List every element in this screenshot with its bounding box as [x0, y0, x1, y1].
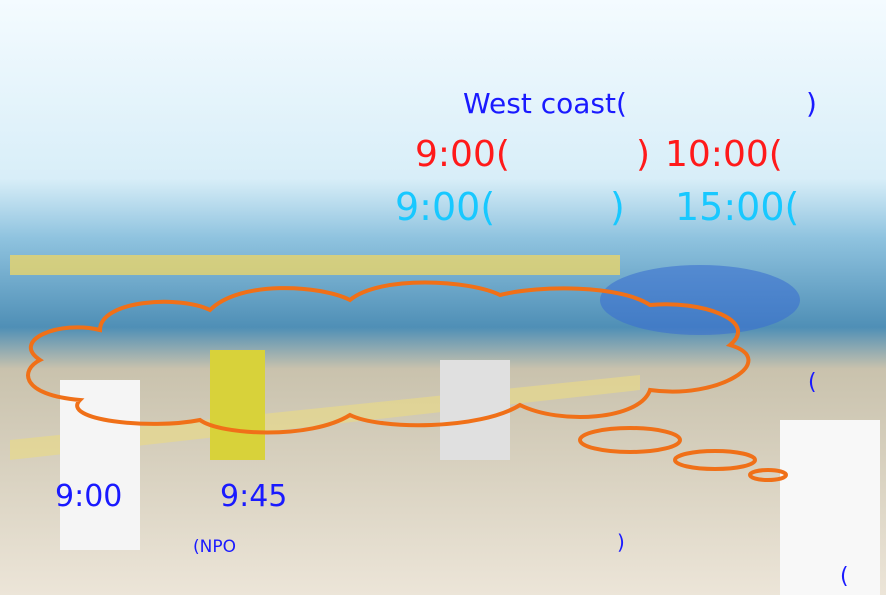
time-text: 9:00 [55, 482, 122, 512]
schedule-text: 9:00( [395, 188, 495, 226]
label-text: ( [808, 372, 817, 394]
label-text: ( [840, 566, 849, 588]
label-text: (NPO [193, 539, 236, 556]
tape [10, 255, 620, 275]
photo-slide: West coast( ) 9:00( ) 10:00( 9:00( ) 15:… [0, 0, 886, 595]
photo-background [0, 0, 886, 595]
person [440, 360, 510, 460]
umbrella [600, 265, 800, 335]
schedule-text: 10:00( [665, 137, 783, 173]
person [210, 350, 265, 460]
schedule-text: 9:00( [415, 137, 510, 173]
schedule-text: ) [636, 137, 650, 173]
time-text: 9:45 [220, 482, 287, 512]
person [60, 380, 140, 550]
heading-text: West coast( [463, 90, 627, 118]
label-text: ) [617, 532, 625, 552]
heading-text: ) [806, 90, 817, 118]
schedule-text: 15:00( [675, 188, 799, 226]
person [780, 420, 880, 595]
schedule-text: ) [610, 188, 625, 226]
